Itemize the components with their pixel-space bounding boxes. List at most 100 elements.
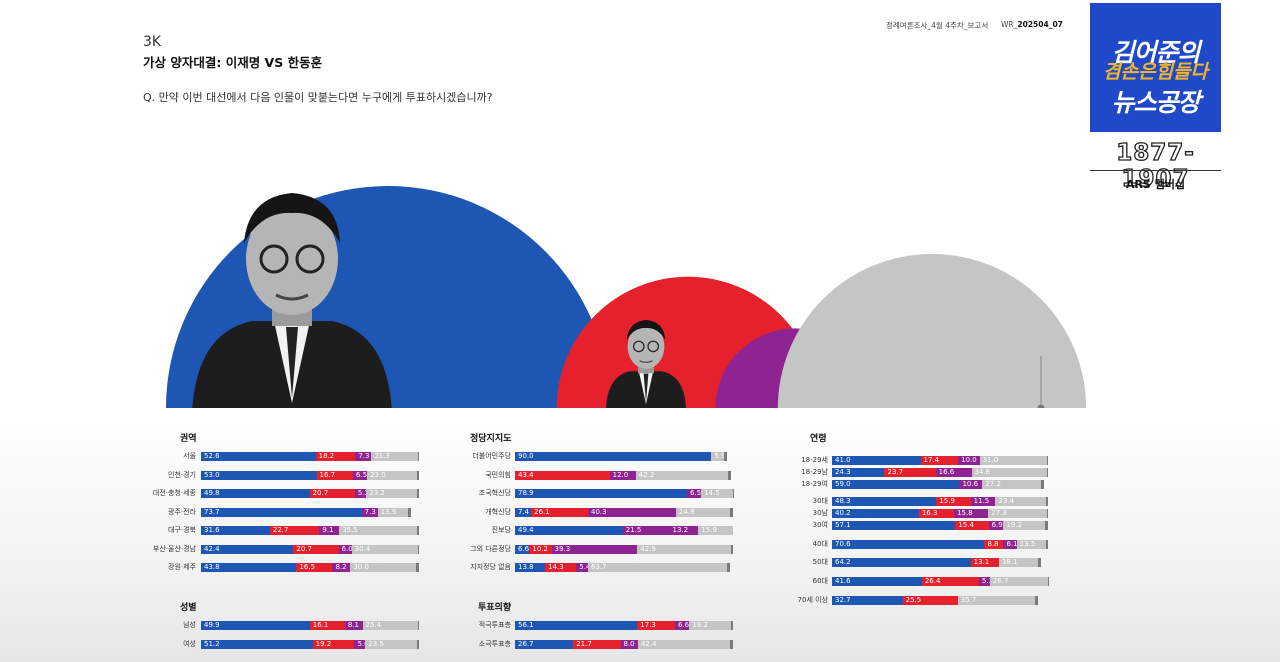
bar-segment: 16.1 [309,621,345,630]
bar-segment: 6.0 [338,544,352,554]
bar-segment: 25.5 [902,596,958,605]
bar-segment: 64.2 [832,558,971,567]
row-label: 18-29세 [801,456,828,464]
row-label: 여성 [183,639,196,648]
row-label: 더불어민주당 [472,452,511,460]
stacked-bar: 31.6 22.7 9.1 35.5 [201,526,419,535]
bar-segment: 40.2 [832,509,919,518]
bar-segment: 5.1 [978,577,990,586]
bar-segment: 6.6 [515,544,530,554]
bar-segment: 21.5 [622,526,670,535]
row-label: 국민의힘 [485,470,511,479]
bar-segment: 16.6 [935,468,972,477]
logo-phone-number: 1877-1907 [1116,139,1195,192]
report-code: WR_202504_07 [1001,20,1063,29]
candidate-bubble [777,253,1087,408]
logo-line1: 김어준의 [1111,38,1200,67]
bar-tail [730,639,733,649]
row-label: 진보당 [491,526,511,534]
bar-segment: 21.7 [573,639,621,649]
bar-tail [417,544,419,554]
stacked-bar: 70.6 8.8 6.1 13.5 [832,540,1048,549]
stacked-bar: 64.2 13.1 18.1 [832,558,1048,567]
bar-segment: 35.7 [957,596,1035,605]
bar-segment: 43.4 [515,470,610,480]
bar-segment: 23.7 [884,468,936,477]
logo-line3: 뉴스공장 [1111,88,1200,117]
channel-logo: 김어준의 겸손은힘들다 뉴스공장 [1090,3,1221,132]
bar-segment: 31.6 [201,526,270,535]
bar-segment: 49.9 [201,621,310,630]
bar-segment: 23.2 [366,489,417,498]
survey-question: Q. 만약 이번 대선에서 다음 인물이 맞붙는다면 누구에게 투표하시겠습니까… [143,91,493,104]
row-label: 부산·울산·경남 [152,544,196,553]
stacked-bar: 43.4 12.0 42.2 [515,470,733,480]
bar-segment: 13.1 [970,558,999,567]
row-label: 광주·전라 [168,507,196,516]
bar-tail [417,452,419,461]
bar-segment: 30.0 [350,563,416,572]
bar-segment: 35.5 [339,526,417,535]
bar-segment: 59.0 [832,480,960,489]
bar-segment: 18.1 [998,558,1039,567]
bar-segment: 17.4 [920,456,959,465]
bar-segment: 31.0 [979,456,1047,465]
bar-segment: 8.0 [620,639,638,649]
bar-segment: 48.3 [832,497,937,506]
stacked-bar: 49.820.75.323.2 [201,489,419,498]
row-label: 강원·제주 [168,563,196,571]
bar-segment: 49.4 [515,526,623,535]
bar-tail [1038,558,1042,567]
bar-segment: 18.2 [315,452,356,461]
row-label: 인천·경기 [168,470,196,479]
report-code-number: 202504_07 [1017,20,1063,29]
stacked-bar: 42.4 20.7 6.0 30.4 [201,544,419,554]
row-label: 조국혁신당 [478,489,511,497]
stacked-bar: 53.0 16.7 6.5 23.0 [201,470,419,480]
bar-segment: 5.4 [576,563,589,572]
row-label: 30남 [812,509,828,517]
stacked-bar: 52.6 18.2 7.3 21.3 [201,452,419,461]
stacked-bar: 59.0 10.6 27.2 [832,480,1048,489]
bar-segment: 6.1 [1003,540,1017,549]
report-code-prefix: WR_ [1001,20,1018,29]
bar-segment: 13.8 [515,563,546,572]
report-label: 정례여론조사_4월 4주차_보고서 [886,21,989,30]
stacked-bar: 56.1 17.3 6.6 19.2 [515,621,733,630]
bar-segment: 16.3 [918,509,955,518]
stacked-bar: 24.3 23.7 16.6 34.8 [832,468,1048,477]
bar-segment: 42.2 [635,470,728,480]
bar-segment: 23.4 [995,497,1047,506]
bar-segment: 20.7 [309,489,355,498]
bar-segment: 42.4 [201,544,294,554]
bar-segment: 15.4 [955,521,989,530]
stacked-bar: 7.4 26.1 40.3 24.8 [515,507,733,517]
section-title: 성별 [180,603,197,613]
row-label: 대구·경북 [168,526,196,534]
row-label: 50대 [812,558,828,566]
stacked-bar: 6.6 10.2 39.3 42.9 [515,544,733,554]
bar-segment: 40.3 [588,507,676,517]
bar-tail [417,621,419,630]
bar-segment: 6.9 [988,521,1004,530]
bar-segment: 16.7 [316,470,353,480]
bar-tail [1044,521,1048,530]
bar-tail [731,621,733,630]
section-title: 연령 [810,434,827,444]
bar-segment: 78.9 [515,489,687,498]
bar-segment: 19.2 [312,639,355,649]
bar-segment: 14.3 [545,563,577,572]
bar-segment: 5.9 [711,452,725,461]
bar-segment: 20.7 [293,544,339,554]
bar-segment: 63.7 [588,563,727,572]
bar-segment: 27.2 [982,480,1042,489]
bar-tail [727,470,731,480]
bar-segment: 51.2 [201,639,313,649]
main-bubble-chart [166,186,1087,408]
bar-segment: 49.8 [201,489,310,498]
candidate-portrait-han [606,320,686,408]
stacked-bar: 73.7 7.3 13.9 [201,507,419,517]
stacked-bar: 48.3 15.9 11.5 23.4 [832,497,1048,506]
bar-segment: 32.7 [832,596,903,605]
bar-segment: 24.3 [832,468,885,477]
